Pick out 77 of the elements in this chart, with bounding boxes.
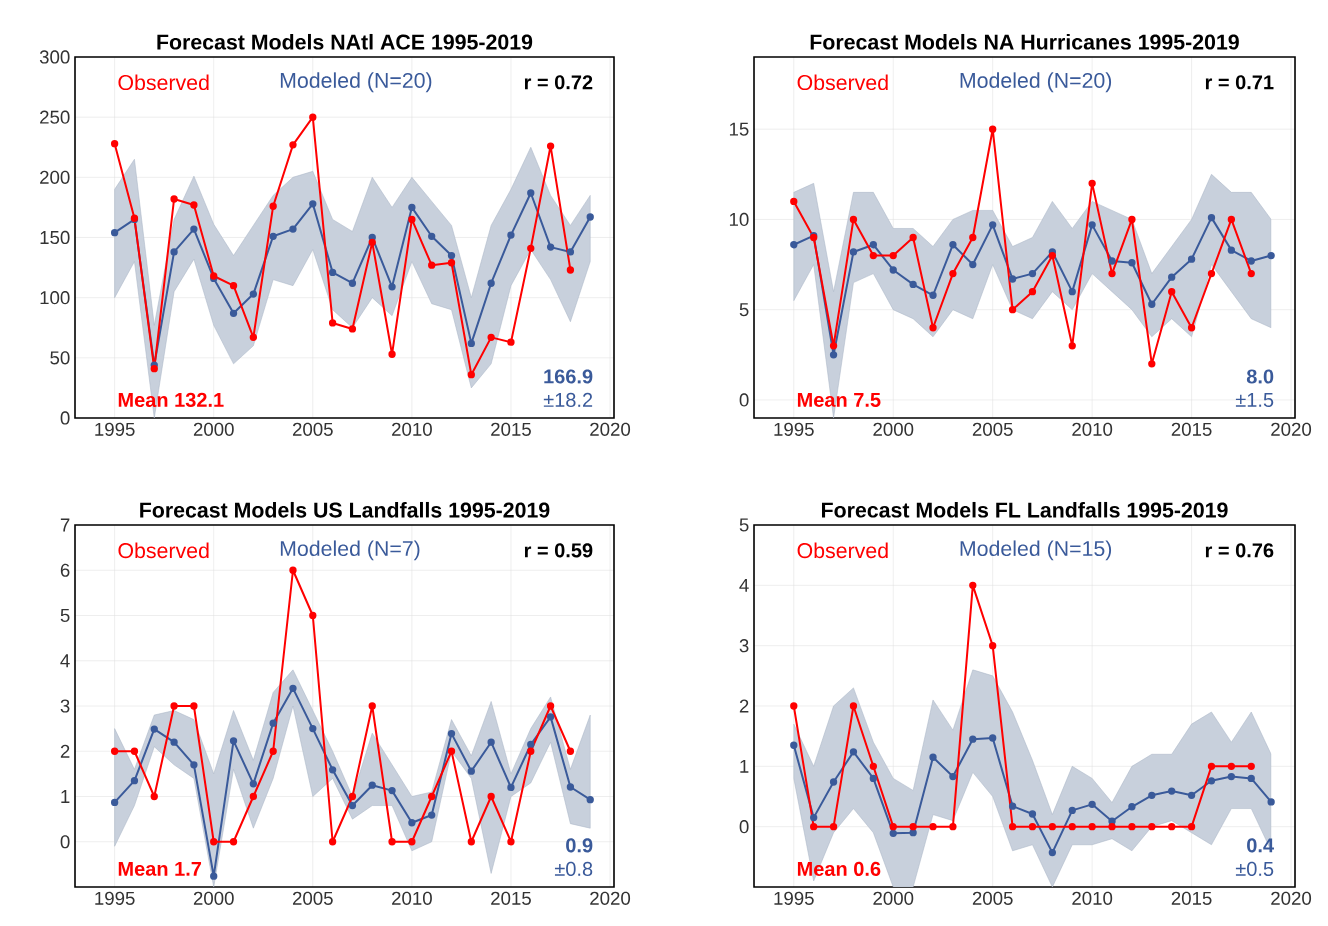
x-tick-label: 2020 [1271, 422, 1312, 436]
y-tick-label: 300 [39, 50, 70, 64]
y-tick-label: 250 [40, 110, 70, 124]
annotation: 166.9 [544, 369, 593, 384]
y-tick-label: 200 [40, 170, 70, 184]
x-tick-label: 2010 [1072, 891, 1113, 905]
x-tick-label: 2005 [292, 422, 333, 436]
annotation: ±1.5 [1235, 392, 1274, 407]
x-tick-label: 1995 [95, 891, 135, 905]
annotation: 0.9 [566, 838, 593, 853]
annotation: Mean 7.5 [797, 392, 881, 407]
y-tick-label: 0 [60, 411, 70, 425]
annotation: Mean 1.7 [118, 861, 202, 876]
annotation: ±0.5 [1235, 861, 1274, 876]
y-tick-label: 5 [60, 608, 70, 623]
text: Observed [118, 542, 209, 559]
annotation: 0.4 [1247, 838, 1274, 853]
y-tick-label: 4 [60, 654, 70, 668]
text: Modeled (N=15) [960, 540, 1112, 561]
x-tick-label: 1995 [95, 422, 135, 436]
y-tick-label: 50 [50, 351, 70, 365]
y-tick-label: 0 [739, 393, 749, 407]
chart-title: Forecast Models FL Landfalls 1995-2019 [822, 501, 1228, 518]
text: Observed [797, 542, 888, 559]
y-tick-label: 1 [61, 790, 70, 803]
x-tick-label: 2015 [491, 891, 531, 905]
y-tick-label: 6 [60, 563, 70, 577]
x-tick-label: 1995 [774, 422, 814, 436]
x-tick-label: 2000 [193, 891, 234, 905]
x-tick-label: 2020 [590, 891, 631, 905]
x-tick-label: 2015 [1171, 891, 1212, 905]
y-tick-label: 4 [739, 578, 749, 592]
y-tick-label: 3 [739, 639, 749, 653]
x-tick-label: 2000 [873, 891, 914, 905]
x-tick-label: 2000 [873, 422, 914, 436]
chart-title: Forecast Models NAtl ACE 1995-2019 [157, 33, 533, 50]
y-tick-label: 5 [739, 518, 749, 532]
annotation: r = 0.72 [524, 75, 593, 90]
y-tick-label: 5 [739, 303, 749, 317]
annotation: r = 0.76 [1205, 543, 1274, 558]
text: Observed [118, 74, 209, 91]
annotation: r = 0.59 [524, 543, 593, 558]
x-tick-label: 2000 [193, 422, 234, 436]
x-tick-label: 2020 [590, 422, 631, 436]
x-tick-label: 2005 [292, 891, 333, 905]
y-tick-label: 150 [40, 230, 70, 245]
y-tick-label: 0 [60, 835, 70, 849]
annotation: 8.0 [1246, 369, 1274, 384]
x-tick-label: 2015 [1171, 422, 1212, 436]
x-tick-label: 2020 [1271, 891, 1312, 905]
y-tick-label: 15 [729, 122, 749, 136]
chart-title: Forecast Models NA Hurricanes 1995-2019 [810, 33, 1239, 50]
x-tick-label: 2010 [1072, 422, 1113, 436]
y-tick-label: 10 [729, 212, 749, 227]
annotation: Mean 132.1 [118, 392, 224, 408]
chart-title: Forecast Models US Landfalls 1995-2019 [140, 501, 550, 518]
y-tick-label: 2 [60, 744, 70, 758]
annotation: Mean 0.6 [797, 861, 881, 876]
annotation: ±0.8 [554, 861, 593, 876]
x-tick-label: 2015 [491, 422, 531, 436]
x-tick-label: 2005 [972, 891, 1013, 905]
y-tick-label: 7 [60, 518, 70, 532]
x-tick-label: 1995 [774, 891, 814, 905]
text: Observed [797, 74, 888, 91]
x-tick-label: 2010 [392, 891, 432, 905]
text: Modeled (N=20) [280, 72, 432, 93]
y-tick-label: 0 [739, 820, 749, 834]
y-tick-label: 2 [739, 699, 749, 713]
text: Modeled (N=20) [960, 72, 1112, 93]
y-tick-label: 1 [740, 759, 749, 773]
x-tick-label: 2005 [972, 422, 1013, 436]
text: Modeled (N=7) [280, 540, 420, 561]
annotation: r = 0.71 [1205, 75, 1274, 90]
x-tick-label: 2010 [392, 422, 432, 436]
annotation: ±18.2 [543, 392, 593, 408]
y-tick-label: 3 [60, 699, 70, 713]
y-tick-label: 100 [40, 291, 70, 305]
